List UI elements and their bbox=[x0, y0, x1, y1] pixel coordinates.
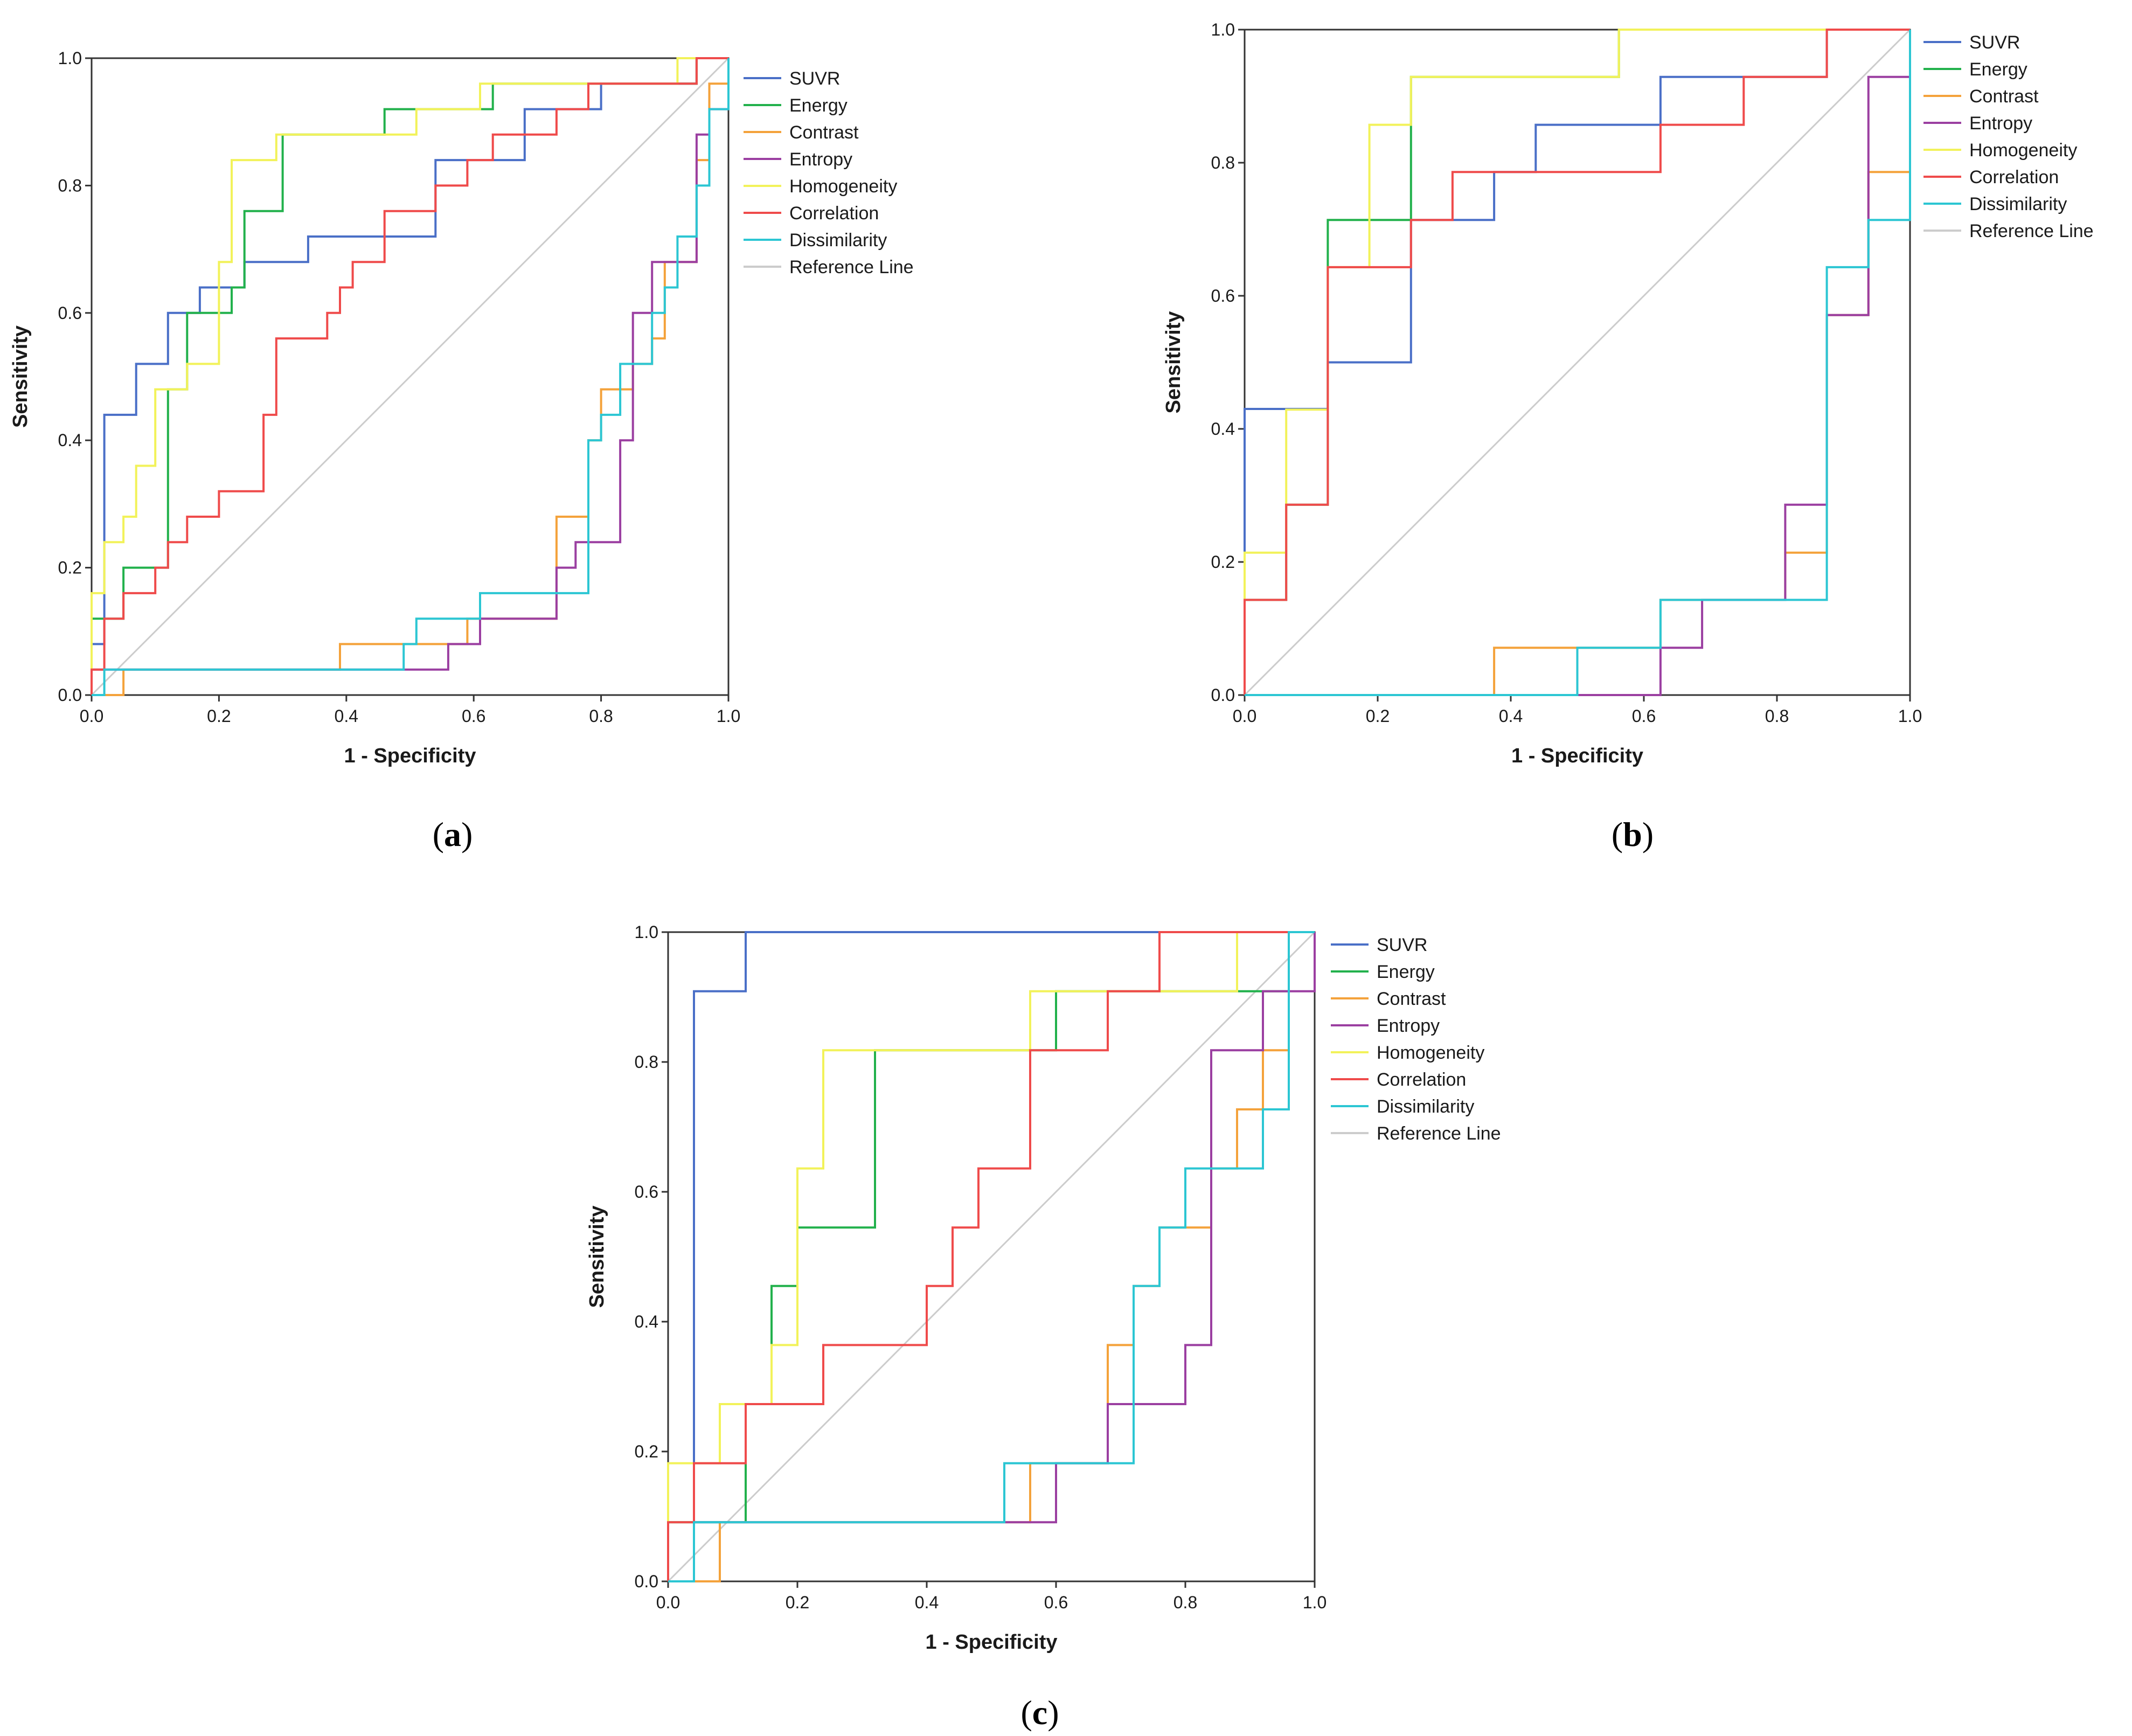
legend-label: Energy bbox=[1969, 59, 2027, 80]
legend-label: Entropy bbox=[1377, 1016, 1440, 1036]
x-tick-label: 0.0 bbox=[80, 706, 103, 726]
x-tick-label: 0.8 bbox=[589, 706, 613, 726]
legend-label: Energy bbox=[1377, 962, 1435, 982]
series-line-entropy bbox=[91, 58, 730, 695]
series-line-dissimilarity bbox=[92, 58, 730, 696]
x-tick-label: 0.8 bbox=[1173, 1593, 1197, 1612]
series-line-homogeneity bbox=[667, 931, 1315, 1581]
y-tick-label: 0.6 bbox=[635, 1182, 658, 1202]
x-tick-label: 1.0 bbox=[1898, 706, 1922, 726]
chart-panel-c: 0.0 0.2 0.4 0.6 0.8 1.0 0.0 0.2 0.4 0.6 0.8 1.0 1 - … bbox=[586, 922, 1501, 1732]
x-axis-label: 1 - Specificity bbox=[344, 745, 476, 767]
x-tick-label: 0.0 bbox=[1233, 706, 1256, 726]
legend-label: Homogeneity bbox=[1969, 140, 2077, 161]
x-tick-label: 1.0 bbox=[717, 706, 740, 726]
y-tick-label: 0.2 bbox=[1211, 552, 1235, 572]
plot-frame bbox=[91, 57, 730, 696]
legend-label: Reference Line bbox=[789, 257, 914, 277]
legend-label: Dissimilarity bbox=[1377, 1096, 1474, 1117]
legend-label: Reference Line bbox=[1969, 221, 2094, 241]
series-line-dissimilarity bbox=[668, 931, 1315, 1582]
legend-label: Entropy bbox=[789, 149, 852, 170]
series-line-energy bbox=[91, 57, 728, 695]
x-axis-label: 1 - Specificity bbox=[926, 1631, 1058, 1654]
legend-label: Entropy bbox=[1969, 113, 2032, 134]
x-tick-label: 0.2 bbox=[207, 706, 231, 726]
panel-label: (a) bbox=[433, 815, 473, 853]
x-tick-label: 0.0 bbox=[656, 1593, 680, 1612]
series-line-reference-line bbox=[667, 931, 1316, 1582]
legend-label: Dissimilarity bbox=[789, 230, 887, 251]
y-tick-label: 0.2 bbox=[58, 558, 82, 578]
legend-label: Reference Line bbox=[1377, 1123, 1501, 1144]
y-tick-label: 0.8 bbox=[635, 1052, 658, 1072]
y-tick-label: 0.0 bbox=[58, 685, 82, 705]
legend-label: Homogeneity bbox=[789, 176, 897, 197]
x-tick-label: 0.4 bbox=[915, 1593, 939, 1612]
x-tick-label: 0.6 bbox=[1632, 706, 1656, 726]
y-axis-label: Sensitivity bbox=[586, 1205, 608, 1308]
x-tick-label: 0.4 bbox=[335, 706, 358, 726]
chart-panel-a: 0.0 0.2 0.4 0.6 0.8 1.0 0.0 0.2 0.4 0.6 0.8 1.0 1 - … bbox=[9, 48, 914, 853]
x-tick-label: 0.2 bbox=[1366, 706, 1390, 726]
series-line-homogeneity bbox=[91, 57, 728, 695]
series-line-correlation bbox=[667, 931, 1315, 1581]
y-tick-label: 0.8 bbox=[58, 176, 82, 195]
x-tick-label: 0.6 bbox=[462, 706, 485, 726]
y-tick-label: 1.0 bbox=[58, 48, 82, 68]
legend-label: Contrast bbox=[1969, 86, 2039, 107]
y-tick-label: 0.0 bbox=[635, 1572, 658, 1591]
x-tick-label: 0.4 bbox=[1499, 706, 1523, 726]
y-axis-label: Sensitivity bbox=[1162, 311, 1185, 413]
y-tick-label: 0.8 bbox=[1211, 153, 1235, 172]
y-tick-label: 0.6 bbox=[58, 303, 82, 323]
series-line-reference-line bbox=[91, 57, 730, 696]
y-axis-label: Sensitivity bbox=[9, 325, 32, 428]
series-line-dissimilarity bbox=[1245, 30, 1911, 696]
chart-panel-b: 0.0 0.2 0.4 0.6 0.8 1.0 0.0 0.2 0.4 0.6 0.8 1.0 1 - … bbox=[1162, 20, 2094, 853]
y-tick-label: 0.4 bbox=[635, 1312, 658, 1331]
x-tick-label: 1.0 bbox=[1303, 1593, 1327, 1612]
series-line-correlation bbox=[91, 57, 728, 695]
legend-label: Contrast bbox=[789, 122, 859, 143]
panel-label: (b) bbox=[1612, 815, 1654, 853]
y-tick-label: 0.2 bbox=[635, 1442, 658, 1461]
legend-label: Correlation bbox=[789, 203, 879, 224]
legend-label: Contrast bbox=[1377, 989, 1446, 1009]
legend-label: Correlation bbox=[1969, 167, 2059, 188]
y-tick-label: 0.0 bbox=[1211, 685, 1235, 705]
x-tick-label: 0.8 bbox=[1765, 706, 1789, 726]
legend-label: SUVR bbox=[1377, 935, 1427, 955]
y-tick-label: 1.0 bbox=[1211, 20, 1235, 39]
legend-label: Correlation bbox=[1377, 1070, 1466, 1090]
y-tick-label: 0.6 bbox=[1211, 286, 1235, 305]
x-axis-label: 1 - Specificity bbox=[1511, 745, 1643, 767]
legend-label: SUVR bbox=[789, 68, 840, 89]
legend-label: Homogeneity bbox=[1377, 1043, 1484, 1063]
x-tick-label: 0.2 bbox=[786, 1593, 809, 1612]
legend-label: SUVR bbox=[1969, 32, 2020, 53]
legend-label: Energy bbox=[789, 95, 848, 116]
panel-label: (c) bbox=[1020, 1693, 1059, 1732]
y-tick-label: 1.0 bbox=[635, 922, 658, 942]
y-tick-label: 0.4 bbox=[1211, 419, 1235, 439]
series-line-reference-line bbox=[1244, 29, 1911, 696]
legend-label: Dissimilarity bbox=[1969, 194, 2067, 214]
x-tick-label: 0.6 bbox=[1044, 1593, 1068, 1612]
series-line-correlation bbox=[1244, 29, 1910, 695]
y-tick-label: 0.4 bbox=[58, 430, 82, 450]
